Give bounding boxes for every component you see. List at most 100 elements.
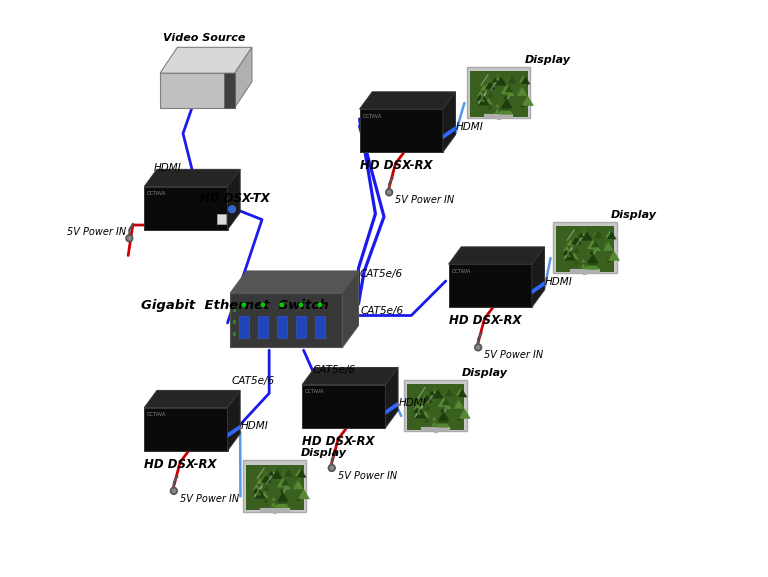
Polygon shape xyxy=(230,271,359,293)
Polygon shape xyxy=(432,389,443,399)
Polygon shape xyxy=(477,94,484,100)
Polygon shape xyxy=(296,474,302,478)
Polygon shape xyxy=(603,242,614,251)
Polygon shape xyxy=(276,316,287,338)
Polygon shape xyxy=(502,106,513,114)
Circle shape xyxy=(328,464,335,471)
Polygon shape xyxy=(495,104,499,107)
Text: CAT5e/6: CAT5e/6 xyxy=(313,365,356,374)
Polygon shape xyxy=(281,470,289,476)
Text: 5V Power IN: 5V Power IN xyxy=(67,227,126,237)
Polygon shape xyxy=(505,85,513,92)
Polygon shape xyxy=(275,498,286,508)
Text: 5V Power IN: 5V Power IN xyxy=(485,350,544,360)
Polygon shape xyxy=(571,237,578,243)
Polygon shape xyxy=(440,409,445,412)
Polygon shape xyxy=(470,72,528,117)
Polygon shape xyxy=(498,105,510,114)
Polygon shape xyxy=(584,260,596,269)
Circle shape xyxy=(170,488,177,494)
Polygon shape xyxy=(302,368,398,385)
Polygon shape xyxy=(413,407,420,413)
Polygon shape xyxy=(581,264,586,268)
Text: Gigabit  Ethernet  Switch: Gigabit Ethernet Switch xyxy=(141,299,329,312)
Polygon shape xyxy=(485,81,495,89)
Polygon shape xyxy=(478,98,485,104)
Polygon shape xyxy=(227,169,240,230)
Polygon shape xyxy=(254,491,261,497)
Polygon shape xyxy=(436,391,442,395)
Polygon shape xyxy=(386,368,398,428)
Polygon shape xyxy=(607,231,617,239)
Polygon shape xyxy=(243,460,306,512)
Polygon shape xyxy=(296,470,306,478)
Polygon shape xyxy=(432,417,436,421)
Polygon shape xyxy=(258,316,268,338)
Polygon shape xyxy=(261,470,269,476)
Polygon shape xyxy=(554,222,617,273)
Polygon shape xyxy=(442,398,450,405)
Polygon shape xyxy=(254,489,266,499)
Polygon shape xyxy=(263,499,269,503)
Polygon shape xyxy=(485,82,492,88)
Polygon shape xyxy=(574,248,580,252)
Polygon shape xyxy=(607,235,612,240)
Polygon shape xyxy=(495,108,500,113)
Polygon shape xyxy=(521,103,525,107)
Polygon shape xyxy=(494,73,501,80)
Polygon shape xyxy=(521,81,526,85)
Polygon shape xyxy=(563,249,570,255)
Polygon shape xyxy=(296,316,306,338)
Polygon shape xyxy=(239,316,249,338)
Polygon shape xyxy=(270,466,277,473)
Text: HD DSX-RX: HD DSX-RX xyxy=(302,434,375,448)
Text: Display: Display xyxy=(525,55,571,65)
Polygon shape xyxy=(445,389,454,396)
Polygon shape xyxy=(422,389,429,396)
Polygon shape xyxy=(260,475,267,481)
Polygon shape xyxy=(456,402,463,408)
Text: 5V Power IN: 5V Power IN xyxy=(180,494,240,504)
Polygon shape xyxy=(235,47,252,108)
Polygon shape xyxy=(276,477,289,488)
Polygon shape xyxy=(404,380,467,431)
Polygon shape xyxy=(276,492,289,501)
Polygon shape xyxy=(485,76,493,83)
Polygon shape xyxy=(458,409,471,419)
Polygon shape xyxy=(499,77,505,82)
Polygon shape xyxy=(578,233,584,237)
Polygon shape xyxy=(422,394,432,402)
Polygon shape xyxy=(580,228,588,234)
Polygon shape xyxy=(271,497,276,501)
Text: Video Source: Video Source xyxy=(163,33,245,43)
Polygon shape xyxy=(590,261,594,264)
Polygon shape xyxy=(230,293,343,347)
Polygon shape xyxy=(581,258,586,263)
Polygon shape xyxy=(501,84,513,94)
Text: CAT5e/6: CAT5e/6 xyxy=(232,376,275,386)
Polygon shape xyxy=(479,98,485,102)
Polygon shape xyxy=(439,418,450,428)
Polygon shape xyxy=(253,488,260,493)
Polygon shape xyxy=(227,425,240,438)
Polygon shape xyxy=(585,233,591,237)
Polygon shape xyxy=(563,245,570,252)
Polygon shape xyxy=(571,236,581,245)
Polygon shape xyxy=(421,395,429,401)
Polygon shape xyxy=(359,92,455,109)
Polygon shape xyxy=(485,98,492,104)
Polygon shape xyxy=(386,402,398,415)
Polygon shape xyxy=(481,94,486,99)
Polygon shape xyxy=(571,253,578,260)
Polygon shape xyxy=(160,47,252,73)
Circle shape xyxy=(386,189,392,196)
Polygon shape xyxy=(227,391,240,451)
Polygon shape xyxy=(416,410,422,415)
Polygon shape xyxy=(457,394,462,398)
Text: HD DSX-RX: HD DSX-RX xyxy=(359,159,432,172)
Polygon shape xyxy=(415,409,427,418)
Polygon shape xyxy=(454,400,465,409)
Polygon shape xyxy=(508,76,517,83)
Circle shape xyxy=(318,303,322,306)
Polygon shape xyxy=(359,109,443,152)
